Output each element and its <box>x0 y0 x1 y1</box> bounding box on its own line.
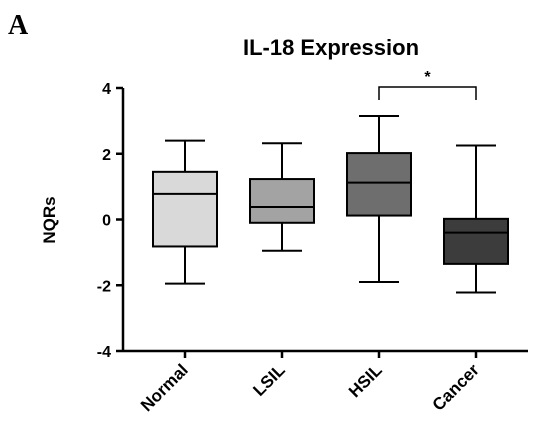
chart-title: IL-18 Expression <box>243 35 419 60</box>
annotations: * <box>378 69 477 100</box>
y-axis-label: NQRs <box>40 196 59 243</box>
y-tick-label: 2 <box>102 147 111 164</box>
significance-label: * <box>424 69 431 86</box>
y-tick-label: -2 <box>97 278 111 295</box>
y-tick-label: -4 <box>97 344 111 361</box>
iqr-box <box>443 217 509 265</box>
box-lsil <box>249 142 315 252</box>
panel-letter: A <box>8 10 29 41</box>
x-tick-label: HSIL <box>345 360 386 401</box>
iqr-box <box>249 178 315 224</box>
x-tick-label: LSIL <box>249 360 288 399</box>
box-cancer <box>443 144 509 294</box>
significance-bracket: * <box>378 69 477 100</box>
x-tick-label: Normal <box>137 360 192 415</box>
iqr-box <box>346 152 412 217</box>
box-hsil <box>346 114 412 283</box>
iqr-box <box>152 170 218 248</box>
bracket-line <box>378 86 477 100</box>
boxes <box>152 114 509 294</box>
y-tick-label: 0 <box>102 213 111 230</box>
y-tick-label: 4 <box>102 81 111 98</box>
x-tick-label: Cancer <box>429 360 483 414</box>
box-normal <box>152 139 218 285</box>
